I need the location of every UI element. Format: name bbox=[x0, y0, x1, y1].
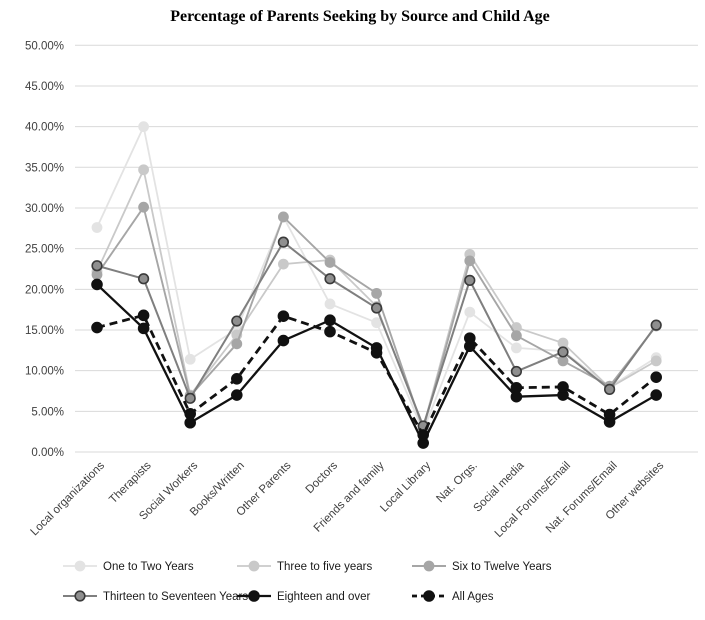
data-point-all-ages-7 bbox=[417, 429, 430, 441]
data-point-all-ages-1 bbox=[137, 309, 150, 322]
y-tick-label-0: 0.00% bbox=[31, 447, 64, 459]
data-point-eighteen-and-over-12 bbox=[650, 389, 663, 401]
legend-item-three-to-five-years-marker bbox=[248, 560, 260, 572]
data-point-three-to-five-years-10 bbox=[557, 337, 569, 349]
data-point-six-to-twelve-years-3 bbox=[231, 338, 243, 350]
data-point-eighteen-and-over-4 bbox=[277, 334, 290, 347]
data-point-three-to-five-years-4 bbox=[277, 258, 289, 270]
legend-item-three-to-five-years-label: Three to five years bbox=[277, 561, 372, 573]
y-tick-label-45: 45.00% bbox=[25, 81, 64, 93]
data-point-thirteen-to-seventeen-years-8 bbox=[464, 274, 476, 286]
data-point-thirteen-to-seventeen-years-12 bbox=[650, 319, 662, 331]
legend-item-all-ages-label: All Ages bbox=[452, 591, 494, 603]
y-tick-label-35: 35.00% bbox=[25, 162, 64, 174]
data-point-six-to-twelve-years-5 bbox=[324, 257, 336, 268]
data-point-eighteen-and-over-3 bbox=[231, 389, 243, 401]
series-line-one-to-two-years bbox=[96, 123, 657, 434]
data-point-one-to-two-years-6 bbox=[371, 317, 382, 329]
data-point-thirteen-to-seventeen-years-0 bbox=[91, 260, 103, 272]
x-category-label-0: Local organizations bbox=[29, 459, 108, 538]
data-point-thirteen-to-seventeen-years-2 bbox=[184, 392, 196, 404]
data-point-six-to-twelve-years-8 bbox=[464, 255, 476, 267]
y-tick-label-30: 30.00% bbox=[25, 203, 64, 215]
data-point-eighteen-and-over-0 bbox=[91, 278, 103, 291]
data-point-one-to-two-years-9 bbox=[511, 342, 522, 354]
legend-item-one-to-two-years-marker bbox=[74, 560, 86, 572]
data-point-all-ages-12 bbox=[650, 371, 663, 383]
y-tick-label-50: 50.00% bbox=[25, 40, 64, 52]
chart-title: Percentage of Parents Seeking by Source … bbox=[170, 8, 550, 25]
legend-item-six-to-twelve-years-label: Six to Twelve Years bbox=[452, 561, 552, 573]
data-point-thirteen-to-seventeen-years-10 bbox=[557, 346, 569, 358]
data-point-all-ages-8 bbox=[463, 332, 476, 344]
data-point-thirteen-to-seventeen-years-11 bbox=[603, 383, 616, 395]
data-point-six-to-twelve-years-1 bbox=[138, 201, 149, 213]
data-point-one-to-two-years-8 bbox=[464, 306, 476, 318]
data-point-three-to-five-years-1 bbox=[138, 164, 149, 176]
x-category-label-7: Local Library bbox=[378, 459, 433, 514]
data-point-six-to-twelve-years-9 bbox=[511, 330, 522, 342]
data-point-six-to-twelve-years-6 bbox=[371, 287, 382, 299]
data-point-all-ages-3 bbox=[231, 372, 243, 385]
data-point-all-ages-9 bbox=[510, 381, 523, 394]
legend-item-eighteen-and-over-marker bbox=[248, 590, 260, 602]
data-point-one-to-two-years-5 bbox=[324, 298, 336, 310]
data-point-thirteen-to-seventeen-years-9 bbox=[510, 365, 523, 378]
data-point-eighteen-and-over-5 bbox=[324, 314, 336, 327]
x-category-label-5: Doctors bbox=[304, 459, 341, 496]
data-point-all-ages-0 bbox=[91, 321, 103, 334]
series-line-thirteen-to-seventeen-years bbox=[96, 240, 658, 429]
data-point-all-ages-5 bbox=[324, 325, 336, 338]
data-point-all-ages-4 bbox=[277, 310, 290, 322]
x-category-label-8: Nat. Orgs. bbox=[434, 460, 480, 506]
data-point-one-to-two-years-2 bbox=[184, 353, 196, 365]
data-point-three-to-five-years-12 bbox=[650, 355, 662, 367]
y-tick-label-25: 25.00% bbox=[25, 244, 64, 256]
data-point-all-ages-2 bbox=[184, 407, 196, 420]
y-tick-label-10: 10.00% bbox=[25, 366, 64, 378]
legend-item-one-to-two-years-label: One to Two Years bbox=[103, 561, 194, 573]
legend-item-all-ages-marker bbox=[423, 590, 435, 602]
y-tick-label-5: 5.00% bbox=[31, 406, 64, 418]
data-point-all-ages-11 bbox=[603, 408, 616, 421]
y-tick-label-20: 20.00% bbox=[25, 284, 64, 296]
legend-item-six-to-twelve-years-marker bbox=[423, 560, 435, 572]
y-tick-label-15: 15.00% bbox=[25, 325, 64, 337]
data-point-thirteen-to-seventeen-years-3 bbox=[231, 315, 243, 327]
y-tick-label-40: 40.00% bbox=[25, 122, 64, 134]
legend-item-eighteen-and-over-label: Eighteen and over bbox=[277, 591, 371, 603]
data-point-one-to-two-years-1 bbox=[138, 121, 149, 133]
legend-item-thirteen-to-seventeen-years-marker bbox=[74, 590, 86, 602]
data-point-six-to-twelve-years-10 bbox=[557, 355, 569, 367]
legend-item-thirteen-to-seventeen-years-label: Thirteen to Seventeen Years bbox=[103, 591, 248, 603]
data-point-thirteen-to-seventeen-years-6 bbox=[371, 302, 383, 314]
data-point-eighteen-and-over-1 bbox=[137, 322, 150, 335]
data-point-all-ages-6 bbox=[370, 346, 383, 359]
data-point-thirteen-to-seventeen-years-5 bbox=[324, 273, 336, 285]
data-point-thirteen-to-seventeen-years-4 bbox=[277, 236, 290, 248]
data-point-six-to-twelve-years-0 bbox=[91, 269, 103, 281]
x-category-label-1: Therapists bbox=[107, 459, 154, 506]
data-point-one-to-two-years-0 bbox=[91, 222, 103, 233]
data-point-six-to-twelve-years-4 bbox=[277, 211, 289, 223]
data-point-all-ages-10 bbox=[557, 381, 569, 393]
data-point-thirteen-to-seventeen-years-1 bbox=[138, 273, 150, 285]
